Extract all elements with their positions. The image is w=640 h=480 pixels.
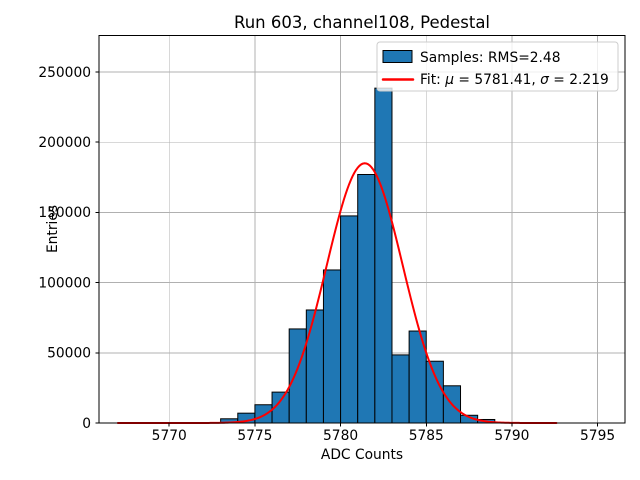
x-tick-label: 5780: [323, 428, 358, 444]
histogram-bar: [425, 360, 444, 424]
histogram-bar: [254, 404, 273, 424]
y-tick-label: 200000: [38, 135, 91, 151]
histogram-bars: [220, 87, 496, 424]
legend-samples-swatch: [382, 50, 413, 63]
x-tick-label: 5775: [237, 428, 272, 444]
x-tick-label: 5790: [494, 428, 529, 444]
axes: [98, 35, 626, 424]
tick-marks-and-labels: 5770 5775 5780 5785 5790 5795 0 50000 100000 1500…: [38, 65, 615, 444]
x-tick-label: 5770: [152, 428, 187, 444]
legend-fit-label: Fit: μ = 5781.41, σ = 2.219: [420, 72, 609, 88]
histogram-bar: [288, 328, 307, 424]
x-tick-label: 5795: [580, 428, 615, 444]
y-tick-label: 0: [82, 416, 91, 432]
y-tick-label: 50000: [47, 346, 91, 362]
legend-box: [376, 41, 619, 92]
chart-title: Run 603, channel108, Pedestal: [234, 13, 490, 32]
histogram-bar: [322, 269, 342, 424]
histogram-bar: [357, 173, 376, 424]
y-tick-label: 250000: [38, 65, 91, 81]
y-tick-label: 150000: [38, 205, 91, 221]
y-tick-label: 100000: [38, 275, 91, 291]
histogram-bar: [305, 309, 324, 424]
histogram-bar: [391, 354, 410, 424]
y-axis-label: Entries: [45, 205, 61, 253]
histogram-bar: [374, 87, 393, 424]
x-tick-label: 5785: [409, 428, 444, 444]
plot-border: [98, 35, 626, 424]
histogram-bar: [340, 215, 359, 424]
x-axis-label: ADC Counts: [321, 447, 403, 463]
legend: Samples: RMS=2.48 Fit: μ = 5781.41, σ = 2…: [376, 41, 619, 92]
legend-samples-label: Samples: RMS=2.48: [420, 50, 560, 66]
